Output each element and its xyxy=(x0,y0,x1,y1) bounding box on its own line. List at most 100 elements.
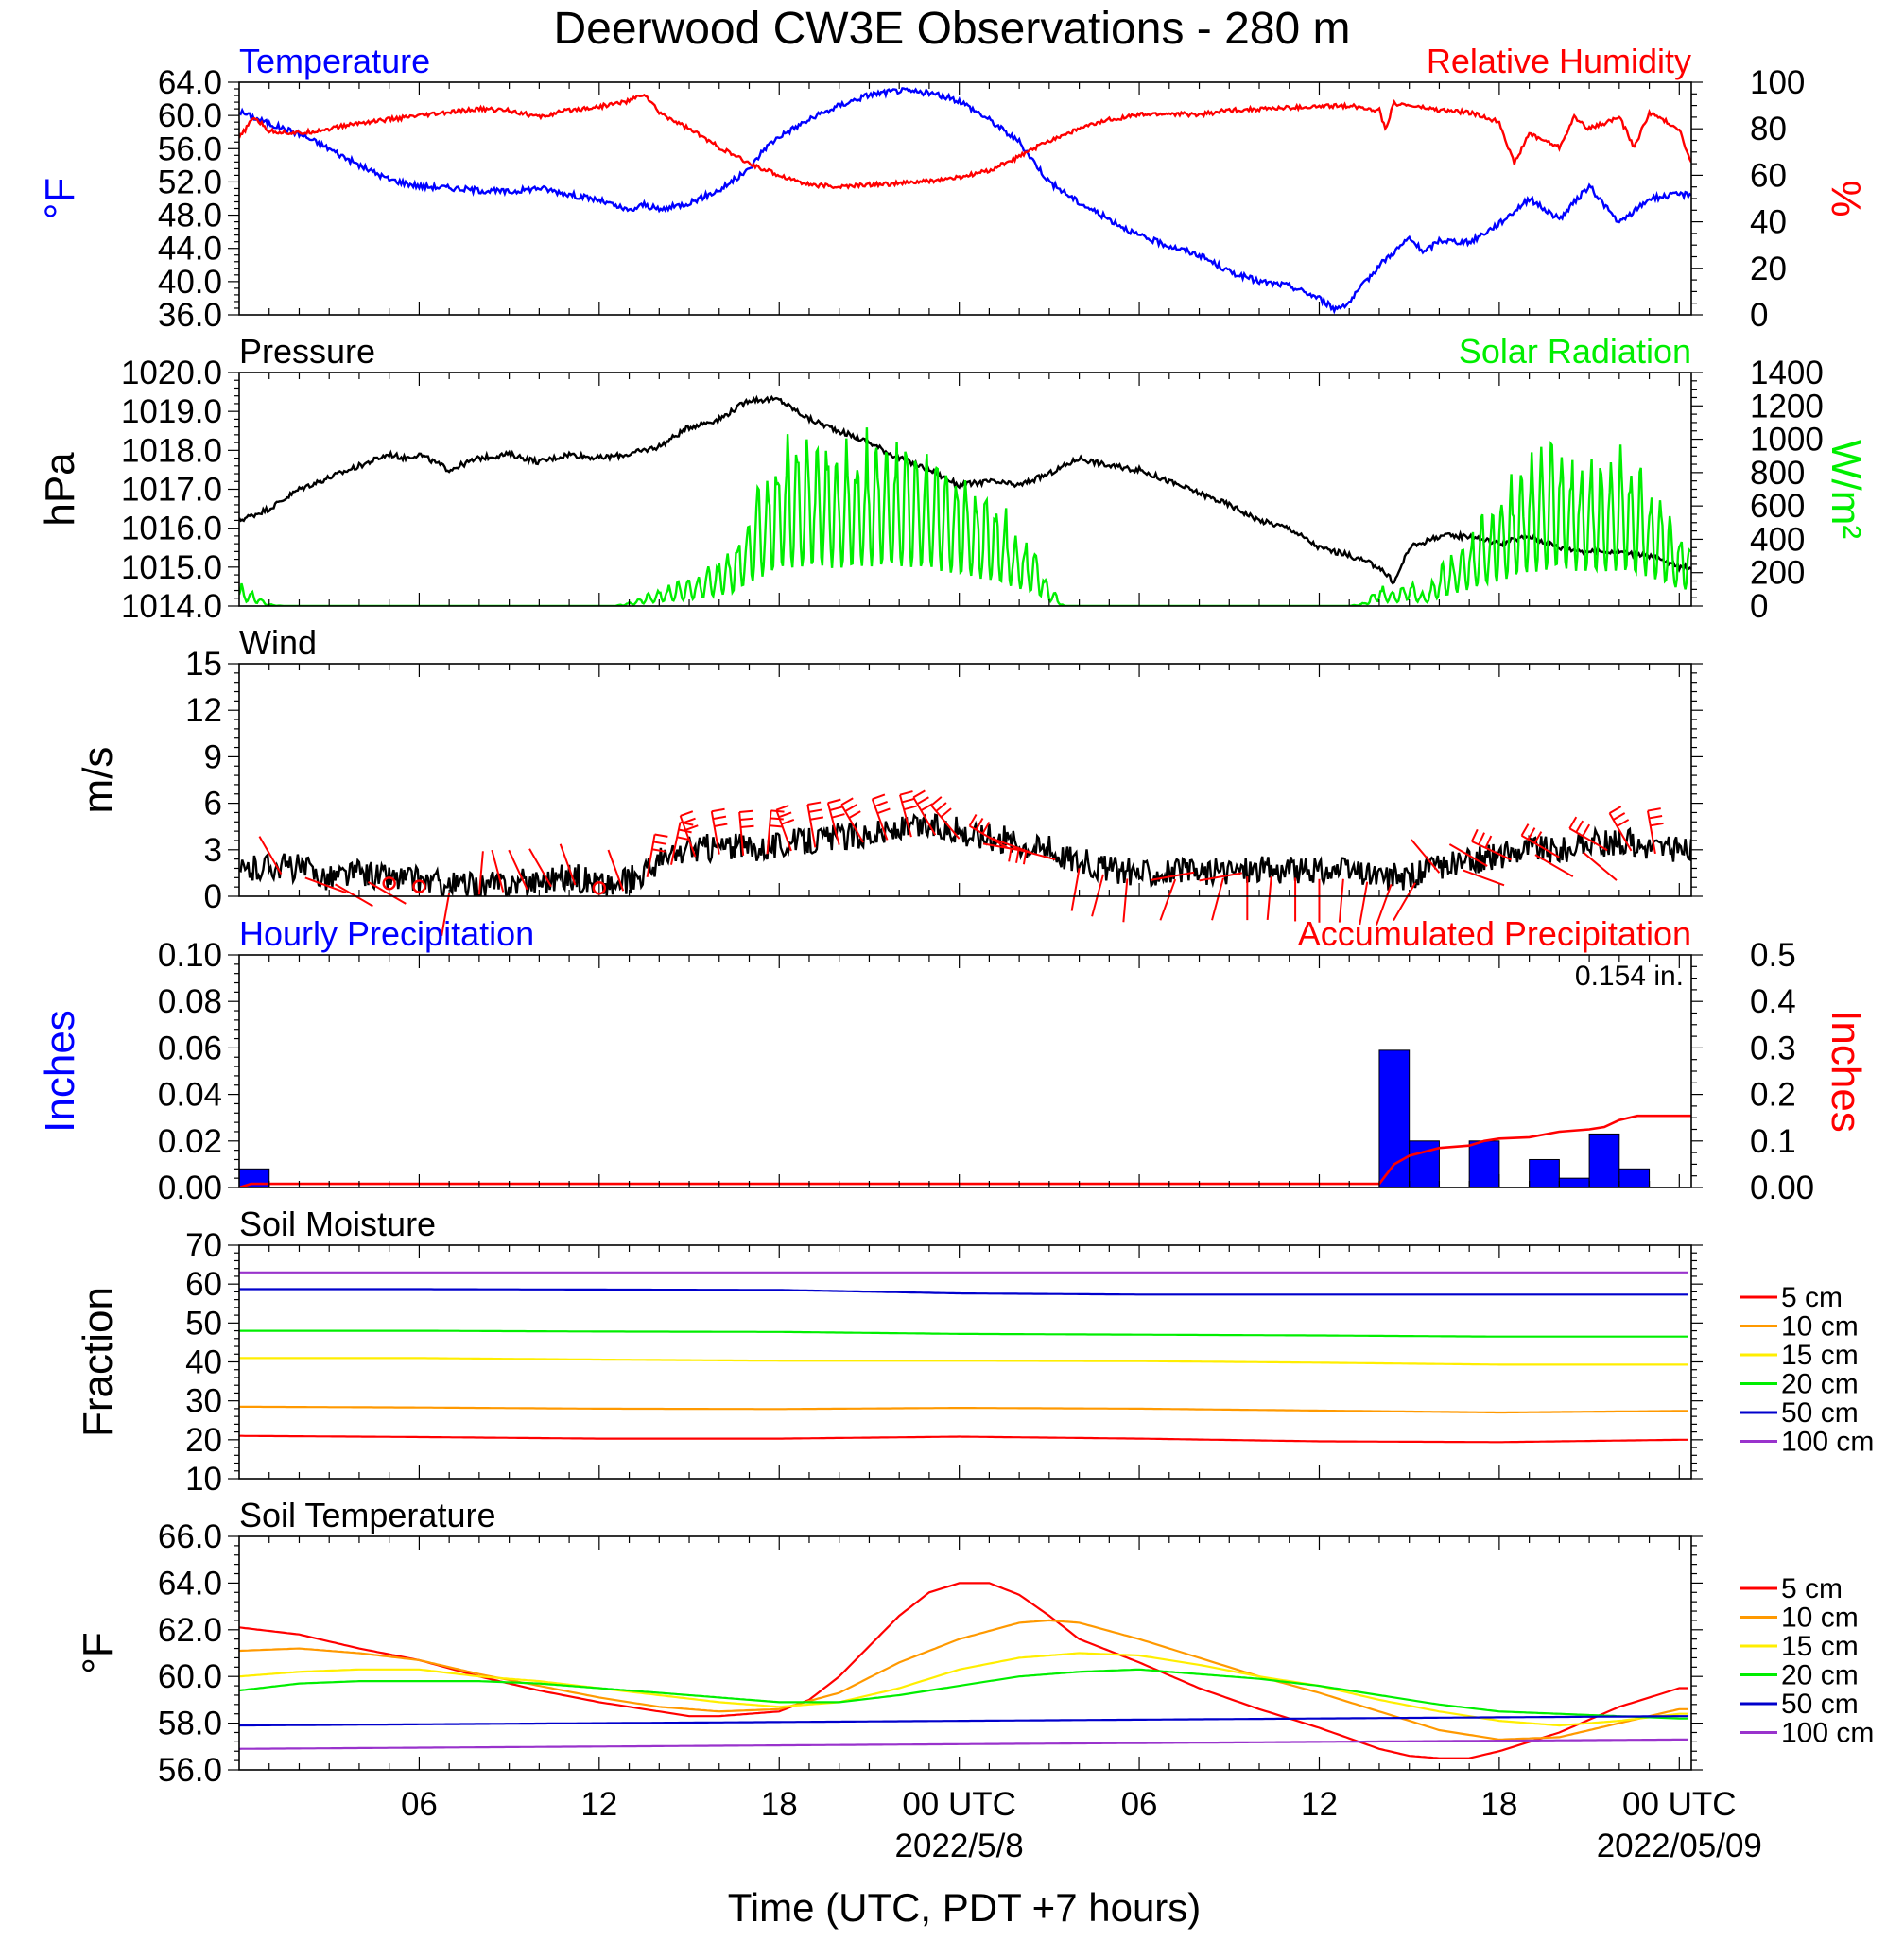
figure-title: Deerwood CW3E Observations - 280 m xyxy=(554,4,1351,54)
y-tick-label-left: 36.0 xyxy=(158,297,222,334)
x-tick-label: 00 UTC xyxy=(902,1786,1016,1823)
plot-area-wind xyxy=(239,813,1691,896)
y-tick-label-right: 60 xyxy=(1750,157,1787,194)
wind-barb-feather xyxy=(1484,835,1493,849)
y-tick-label-left: 1016.0 xyxy=(121,511,222,547)
wind-barb xyxy=(304,876,347,894)
panel-frame xyxy=(238,663,1692,897)
y-tick-label-left: 1018.0 xyxy=(121,432,222,469)
panel-precip: 0.00 0.02 0.04 0.06 0.08 0.10 0.00 0.1 0.2 0.3 0.4… xyxy=(37,914,1869,1206)
y-axis-title-right: Inches xyxy=(1823,1010,1869,1133)
wind-barb-feather xyxy=(1478,832,1485,845)
wind-barb xyxy=(1159,878,1177,921)
wind-barb xyxy=(912,796,937,836)
precip-bar xyxy=(1529,1158,1560,1187)
y-tick-label-left: 1019.0 xyxy=(121,393,222,430)
wind-barb-feather xyxy=(809,816,824,821)
y-axis-title-left: °F xyxy=(75,1632,121,1673)
plot-area-soil_temp xyxy=(239,1582,1688,1759)
wind-barb-calm xyxy=(382,876,396,891)
wind-barb-feather xyxy=(714,823,728,827)
chart-panels: 36.040.044.048.052.056.060.064.002040608… xyxy=(37,42,1874,1789)
wind-barb xyxy=(1448,843,1488,867)
wind-barb-feather xyxy=(981,822,991,835)
series-soil_temp-100-cm xyxy=(239,1738,1688,1750)
x-tick-label: 18 xyxy=(1480,1786,1517,1823)
wind-barb-feather xyxy=(1015,849,1020,863)
wind-barb-feather xyxy=(711,807,725,813)
wind-barb-calm xyxy=(592,881,607,895)
wind-barb-feather xyxy=(829,806,843,811)
wind-barb-feather xyxy=(848,810,861,819)
panel-soil_temp: 56.0 58.0 60.0 62.0 64.0 66.0 Soil Temperature… xyxy=(75,1496,1874,1789)
y-tick-label-right: 0.5 xyxy=(1750,937,1796,974)
wind-barb-feather xyxy=(651,848,666,853)
y-tick-label-left: 56.0 xyxy=(158,1752,222,1789)
wind-barb xyxy=(806,804,817,848)
y-tick-label-left: 0.04 xyxy=(158,1077,222,1114)
legend-label: 10 cm xyxy=(1781,1603,1859,1634)
panel-frame xyxy=(238,372,1692,607)
x-date-label: 2022/5/8 xyxy=(895,1828,1024,1864)
wind-barb xyxy=(477,851,484,895)
legend-label: 50 cm xyxy=(1781,1397,1859,1429)
wind-barb xyxy=(1338,878,1344,923)
y-tick-label-left: 40.0 xyxy=(158,264,222,301)
plot-area-soil_moisture xyxy=(239,1271,1688,1444)
wind-barb xyxy=(826,802,840,845)
wind-barb xyxy=(1583,851,1618,881)
wind-barb-feather xyxy=(654,833,668,838)
wind-barb xyxy=(1359,881,1369,926)
wind-barb xyxy=(1568,827,1608,852)
precip-bar xyxy=(1588,1133,1620,1187)
wind-barb xyxy=(335,883,373,908)
y-tick-label-left: 62.0 xyxy=(158,1612,222,1649)
y-tick-label-left: 0.08 xyxy=(158,983,222,1020)
y-tick-label-right: 0.3 xyxy=(1750,1030,1796,1066)
y-tick-label-right: 1000 xyxy=(1750,422,1824,459)
wind-barb-feather xyxy=(740,824,754,828)
y-tick-label-left: 44.0 xyxy=(158,231,222,268)
y-tick-label-right: 20 xyxy=(1750,251,1787,287)
panel-frame xyxy=(238,1244,1692,1480)
wind-barb-feather xyxy=(807,801,822,806)
panel-title-left: Soil Moisture xyxy=(239,1204,436,1243)
y-tick-label-left: 60.0 xyxy=(158,1658,222,1695)
wind-barb-feather xyxy=(1008,848,1013,862)
y-axis-title-left: m/s xyxy=(75,747,121,814)
y-tick-label-left: 15 xyxy=(185,646,222,683)
y-tick-label-left: 0.06 xyxy=(158,1030,222,1066)
y-tick-label-left: 1015.0 xyxy=(121,549,222,586)
wind-barb-feather xyxy=(770,824,784,828)
wind-barb-feather xyxy=(903,805,917,811)
panel-title-left: Hourly Precipitation xyxy=(239,914,534,953)
wind-barb xyxy=(990,837,1032,854)
wind-barb-feather xyxy=(874,800,888,807)
precip-bar xyxy=(1468,1140,1500,1187)
panel-title-left: Soil Temperature xyxy=(239,1496,495,1534)
precip-bar xyxy=(1378,1049,1411,1187)
wind-barb xyxy=(710,811,720,855)
legend-label: 20 cm xyxy=(1781,1369,1859,1400)
panel-title-right: Relative Humidity xyxy=(1427,42,1691,80)
series-soil_temp-20-cm xyxy=(239,1668,1688,1720)
panel-wind: 0 3 6 9 12 15 Wind m/s xyxy=(75,623,1703,936)
legend-label: 15 cm xyxy=(1781,1631,1859,1662)
wind-barb-feather xyxy=(940,807,952,818)
wind-barb-feather xyxy=(1609,806,1622,814)
wind-barb xyxy=(258,836,283,875)
panel-title-right: Accumulated Precipitation xyxy=(1298,914,1691,953)
y-tick-label-left: 56.0 xyxy=(158,130,222,167)
wind-barbs xyxy=(258,789,1664,936)
wind-barb xyxy=(930,805,961,840)
y-tick-label-left: 60 xyxy=(185,1266,222,1303)
wind-barb-feather xyxy=(1647,807,1661,812)
wind-barb-feather xyxy=(901,797,915,804)
wind-barb xyxy=(607,849,625,892)
y-tick-label-left: 20 xyxy=(185,1422,222,1459)
y-tick-label-left: 58.0 xyxy=(158,1706,222,1742)
x-tick-label: 12 xyxy=(580,1786,617,1823)
series-soil_moisture-50-cm xyxy=(239,1288,1688,1296)
y-tick-label-right: 0.00 xyxy=(1750,1170,1814,1206)
y-tick-label-left: 50 xyxy=(185,1305,222,1342)
